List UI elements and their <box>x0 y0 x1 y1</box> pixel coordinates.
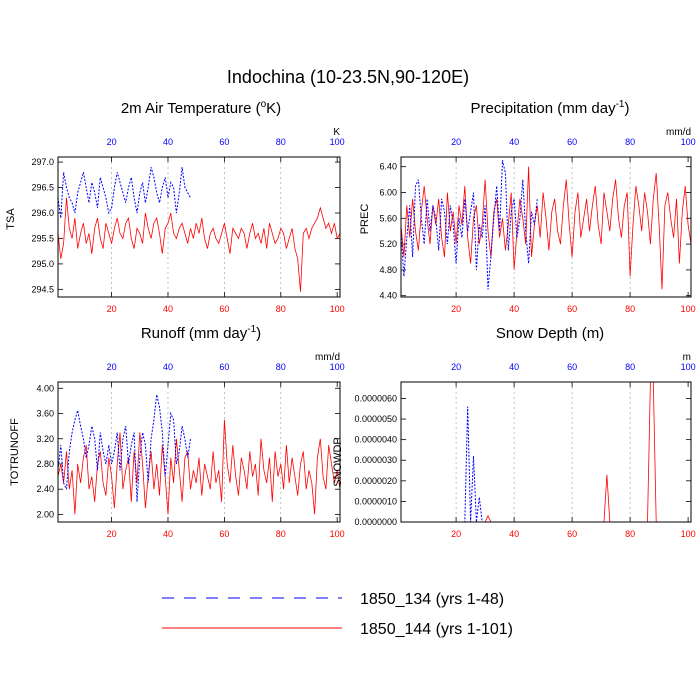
x-tick-label-top: 100 <box>330 362 345 372</box>
plot-frame <box>57 381 341 523</box>
panel-1: Precipitation (mm day-1) PREC mm/d 20 40 60 80… <box>359 99 696 314</box>
x-tick-label-bottom: 80 <box>625 304 635 314</box>
y-tick-label: 294.5 <box>31 284 54 294</box>
panel-title: Snow Depth (m) <box>496 325 604 342</box>
panel-2: Runoff (mm day-1) TOTRUNOFF mm/d 20 40 60 80 10… <box>9 324 345 539</box>
series-line-blue <box>58 167 191 219</box>
y-tick-label: 2.00 <box>36 509 54 519</box>
series-line-red <box>401 382 691 522</box>
x-tick-label-bottom: 60 <box>219 304 229 314</box>
y-tick-label: 0.0000030 <box>354 455 397 465</box>
y-tick-label: 3.20 <box>36 434 54 444</box>
units-label: m <box>683 352 691 363</box>
x-tick-label-bottom: 60 <box>567 304 577 314</box>
y-tick-label: 3.60 <box>36 409 54 419</box>
y-tick-label: 295.5 <box>31 233 54 243</box>
y-tick-label: 2.80 <box>36 459 54 469</box>
x-tick-label-top: 20 <box>107 362 117 372</box>
units-label: mm/d <box>315 352 340 363</box>
x-tick-label-bottom: 80 <box>276 304 286 314</box>
x-tick-label-bottom: 100 <box>330 304 345 314</box>
x-tick-label-top: 20 <box>451 362 461 372</box>
panel-title: Runoff (mm day-1) <box>141 324 261 342</box>
y-tick-label: 5.20 <box>379 239 397 249</box>
x-tick-label-top: 80 <box>625 137 635 147</box>
x-tick-label-top: 60 <box>567 362 577 372</box>
x-tick-label-bottom: 60 <box>219 529 229 539</box>
y-axis-label: PREC <box>359 204 371 235</box>
plot-frame <box>400 156 692 298</box>
units-label: mm/d <box>666 127 691 138</box>
x-tick-label-top: 60 <box>219 362 229 372</box>
panel-title: Precipitation (mm day-1) <box>471 99 630 117</box>
series-line-red <box>58 419 340 515</box>
x-tick-label-top: 40 <box>509 137 519 147</box>
series-line-blue <box>401 160 538 290</box>
x-tick-label-bottom: 20 <box>451 529 461 539</box>
y-tick-label: 4.80 <box>379 265 397 275</box>
x-tick-label-top: 40 <box>163 362 173 372</box>
x-tick-label-bottom: 100 <box>330 529 345 539</box>
x-tick-label-top: 80 <box>625 362 635 372</box>
y-tick-label: 0.0000020 <box>354 476 397 486</box>
y-tick-label: 297.0 <box>31 157 54 167</box>
x-tick-label-bottom: 80 <box>276 529 286 539</box>
x-tick-label-bottom: 20 <box>107 304 117 314</box>
y-tick-label: 0.0000040 <box>354 435 397 445</box>
y-tick-label: 4.00 <box>36 383 54 393</box>
y-tick-label: 6.40 <box>379 162 397 172</box>
x-tick-label-bottom: 40 <box>509 529 519 539</box>
series-line-blue <box>58 394 191 502</box>
y-tick-label: 296.5 <box>31 183 54 193</box>
x-tick-label-top: 100 <box>681 362 696 372</box>
x-tick-label-top: 40 <box>509 362 519 372</box>
y-tick-label: 0.0000060 <box>354 393 397 403</box>
x-tick-label-top: 20 <box>107 137 117 147</box>
plot-frame <box>400 381 692 523</box>
x-tick-label-bottom: 40 <box>163 529 173 539</box>
y-axis-label: TSA <box>5 208 17 230</box>
series-line-blue <box>401 406 538 522</box>
series-line-red <box>58 197 340 292</box>
y-tick-label: 6.00 <box>379 187 397 197</box>
panel-3: Snow Depth (m) SNOWDP m 20 40 60 80 100 20 40 60 80… <box>332 325 696 539</box>
y-tick-label: 0.0000050 <box>354 414 397 424</box>
x-tick-label-top: 100 <box>681 137 696 147</box>
x-tick-label-top: 80 <box>276 362 286 372</box>
y-axis-label: SNOWDP <box>332 437 344 487</box>
y-tick-label: 5.60 <box>379 213 397 223</box>
y-tick-label: 4.40 <box>379 291 397 301</box>
x-tick-label-top: 60 <box>567 137 577 147</box>
legend-label-1850-144: 1850_144 (yrs 1-101) <box>360 621 513 638</box>
series-line-red <box>401 166 691 290</box>
x-tick-label-bottom: 40 <box>163 304 173 314</box>
x-tick-label-bottom: 20 <box>451 304 461 314</box>
x-tick-label-bottom: 80 <box>625 529 635 539</box>
x-tick-label-top: 100 <box>330 137 345 147</box>
y-tick-label: 0.0000000 <box>354 517 397 527</box>
x-tick-label-top: 60 <box>219 137 229 147</box>
legend: 1850_134 (yrs 1-48) 1850_144 (yrs 1-101) <box>162 591 513 638</box>
x-tick-label-bottom: 60 <box>567 529 577 539</box>
y-tick-label: 295.0 <box>31 259 54 269</box>
page-title: Indochina (10-23.5N,90-120E) <box>227 67 469 87</box>
x-tick-label-top: 40 <box>163 137 173 147</box>
x-tick-label-bottom: 40 <box>509 304 519 314</box>
panel-title: 2m Air Temperature (oK) <box>121 99 281 117</box>
units-label: K <box>333 127 340 138</box>
x-tick-label-bottom: 100 <box>681 304 696 314</box>
panel-0: 2m Air Temperature (oK) TSA K 20 40 60 80 100 20… <box>5 99 345 314</box>
plot-frame <box>57 156 341 298</box>
y-tick-label: 2.40 <box>36 484 54 494</box>
x-tick-label-bottom: 20 <box>107 529 117 539</box>
y-axis-label: TOTRUNOFF <box>9 418 21 486</box>
x-tick-label-top: 80 <box>276 137 286 147</box>
x-tick-label-top: 20 <box>451 137 461 147</box>
y-tick-label: 296.0 <box>31 208 54 218</box>
y-tick-label: 0.0000010 <box>354 496 397 506</box>
legend-label-1850-134: 1850_134 (yrs 1-48) <box>360 591 504 608</box>
x-tick-label-bottom: 100 <box>681 529 696 539</box>
